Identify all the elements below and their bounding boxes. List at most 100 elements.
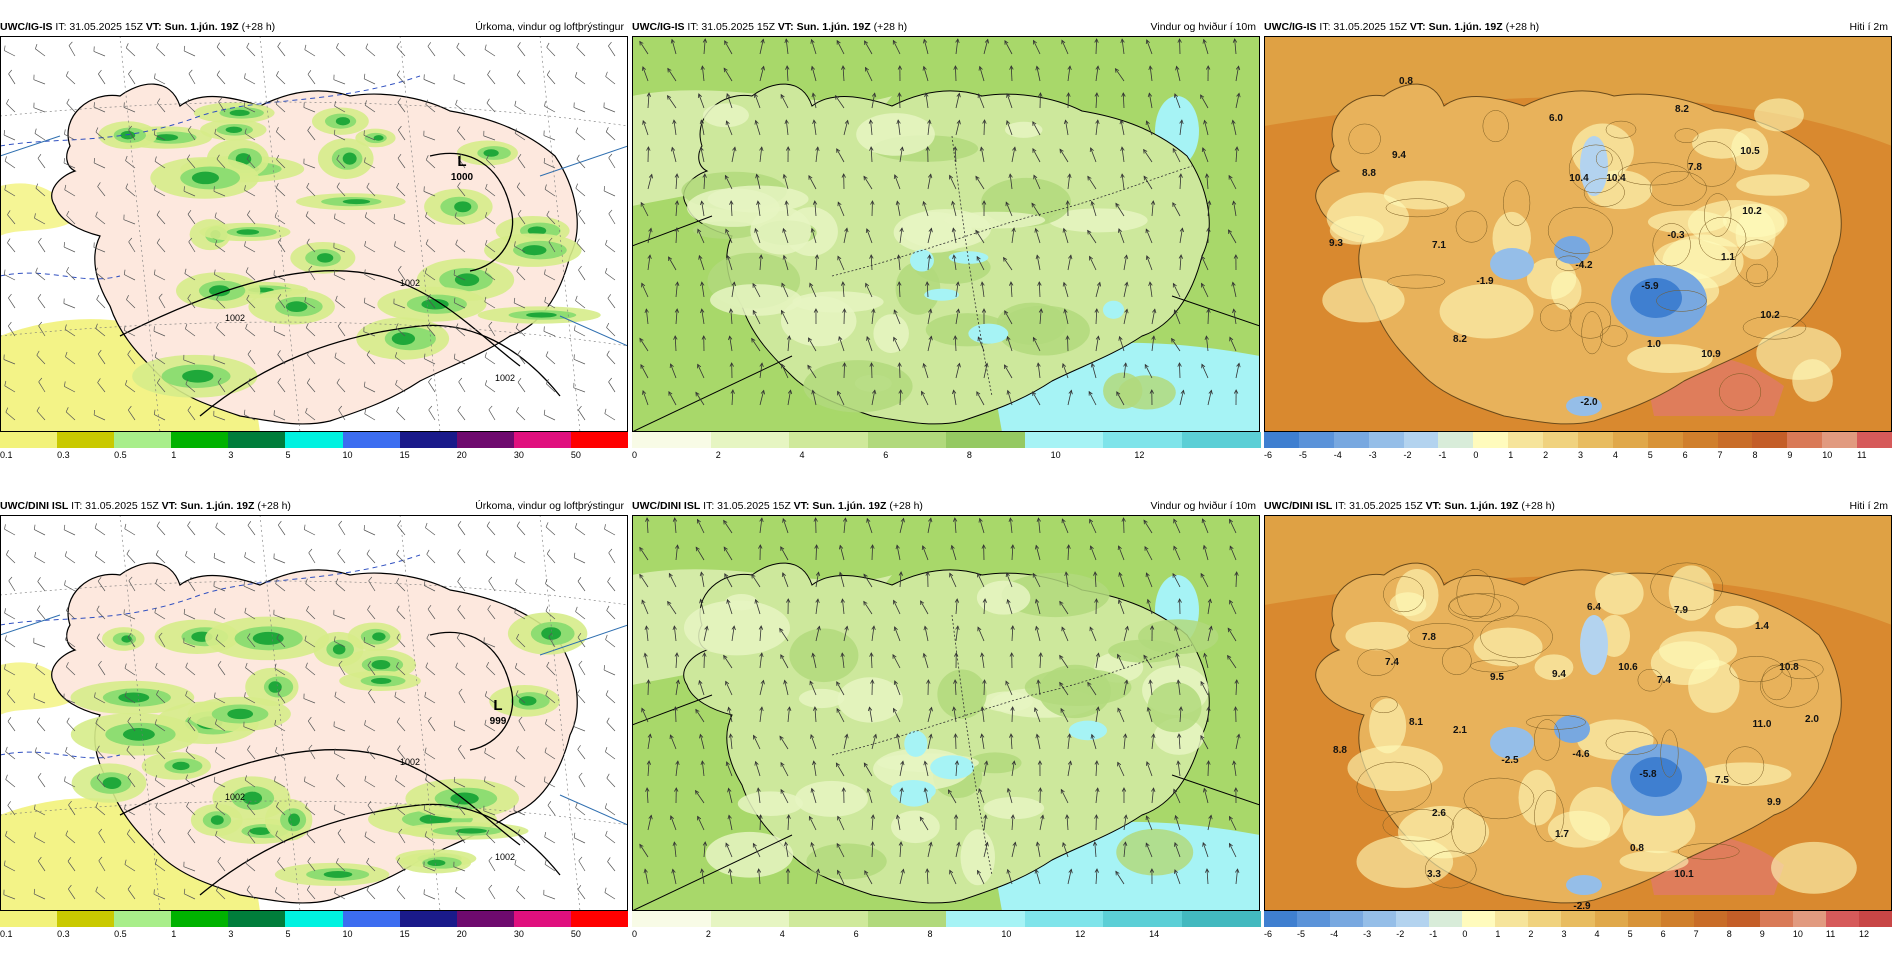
scale-swatch xyxy=(1661,911,1695,927)
scale-tick-label: 5 xyxy=(1648,450,1653,460)
scale-tick-label: -2 xyxy=(1404,450,1412,460)
valid-time: VT: Sun. 1.jún. 19Z xyxy=(794,500,887,512)
scale-swatch xyxy=(1429,911,1463,927)
scale-swatch xyxy=(1727,911,1761,927)
temperature-label: 10.4 xyxy=(1569,173,1589,184)
temperature-label: 6.4 xyxy=(1587,602,1601,613)
temperature-label: 9.9 xyxy=(1767,797,1781,808)
scale-swatch xyxy=(1404,432,1439,448)
scale-tick-label: 3 xyxy=(228,450,233,460)
scale-tick-label: 6 xyxy=(1683,450,1688,460)
panel-header: UWC/DINI ISL IT: 31.05.2025 15Z VT: Sun.… xyxy=(632,497,1260,515)
scale-swatch xyxy=(228,432,286,448)
scale-tick-label: 8 xyxy=(1752,450,1757,460)
temperature-label: 10.6 xyxy=(1618,662,1638,673)
temperature-label: 7.4 xyxy=(1657,675,1671,686)
scale-tick-label: 10 xyxy=(343,450,353,460)
scale-swatch xyxy=(1683,432,1718,448)
temperature-label: 9.4 xyxy=(1552,669,1566,680)
scale-swatch xyxy=(1363,911,1397,927)
scale-swatch xyxy=(868,911,947,927)
temperature-label: 10.5 xyxy=(1740,146,1760,157)
scale-swatch xyxy=(1025,911,1104,927)
scale-swatch xyxy=(514,432,572,448)
init-time: IT: 31.05.2025 15Z xyxy=(703,500,791,512)
scale-swatch xyxy=(1299,432,1334,448)
temperature-label: 7.9 xyxy=(1674,605,1688,616)
scale-swatch xyxy=(1595,911,1629,927)
scale-swatch xyxy=(1826,911,1860,927)
temperature-label: 10.9 xyxy=(1701,349,1721,360)
scale-tick-label: -1 xyxy=(1429,929,1437,939)
precip-panel-dini: UWC/DINI ISL IT: 31.05.2025 15Z VT: Sun.… xyxy=(0,497,628,963)
panel-header: UWC/IG-IS IT: 31.05.2025 15Z VT: Sun. 1.… xyxy=(1264,18,1892,36)
init-time: IT: 31.05.2025 15Z xyxy=(71,500,159,512)
scale-swatch xyxy=(1182,911,1261,927)
scale-tick-label: -4 xyxy=(1334,450,1342,460)
scale-tick-label: 2 xyxy=(716,450,721,460)
temperature-label: 1.0 xyxy=(1647,339,1661,350)
temperature-label: -2.9 xyxy=(1573,901,1591,911)
temp-panel-dini: UWC/DINI ISL IT: 31.05.2025 15Z VT: Sun.… xyxy=(1264,497,1892,963)
scale-tick-label: 0 xyxy=(632,929,637,939)
scale-tick-label: 1 xyxy=(171,929,176,939)
scale-tick-label: 9 xyxy=(1787,450,1792,460)
temperature-label: 2.1 xyxy=(1453,725,1467,736)
scale-swatch xyxy=(171,911,229,927)
valid-time: VT: Sun. 1.jún. 19Z xyxy=(162,500,255,512)
scale-swatch xyxy=(400,432,458,448)
scale-tick-label: 3 xyxy=(1578,450,1583,460)
map-area xyxy=(632,36,1260,432)
scale-tick-label: -1 xyxy=(1438,450,1446,460)
scale-swatch xyxy=(285,911,343,927)
scale-swatch xyxy=(1462,911,1496,927)
temperature-label: -5.8 xyxy=(1639,769,1657,780)
scale-tick-label: 50 xyxy=(571,450,581,460)
scale-swatch xyxy=(1760,911,1794,927)
temperature-label: 0.8 xyxy=(1630,843,1644,854)
temperature-label: 9.4 xyxy=(1392,150,1406,161)
scale-swatch xyxy=(1793,911,1827,927)
scale-tick-label: 2 xyxy=(1528,929,1533,939)
scale-tick-label: -5 xyxy=(1299,450,1307,460)
isobar-label: 1002 xyxy=(495,373,515,383)
temperature-label: -5.9 xyxy=(1641,281,1659,292)
scale-swatch xyxy=(343,911,401,927)
scale-swatch xyxy=(1787,432,1822,448)
temperature-label: 1.1 xyxy=(1721,252,1735,263)
scale-swatch xyxy=(0,911,58,927)
temperature-label: 6.0 xyxy=(1549,113,1563,124)
temperature-label: 9.5 xyxy=(1490,672,1504,683)
lead-time: (+28 h) xyxy=(1521,500,1555,512)
scale-swatch xyxy=(1025,432,1104,448)
scale-tick-label: 4 xyxy=(799,450,804,460)
temperature-label: 3.3 xyxy=(1427,869,1441,880)
scale-swatch xyxy=(946,432,1025,448)
scale-tick-label: 8 xyxy=(967,450,972,460)
temperature-label: 11.0 xyxy=(1753,719,1772,730)
temperature-label: 8.8 xyxy=(1333,745,1347,756)
wind-panel-dini: UWC/DINI ISL IT: 31.05.2025 15Z VT: Sun.… xyxy=(632,497,1260,963)
scale-tick-label: 8 xyxy=(928,929,933,939)
temperature-label: 9.3 xyxy=(1329,238,1343,249)
scale-swatch xyxy=(946,911,1025,927)
scale-swatch xyxy=(1694,911,1728,927)
temperature-label: 0.8 xyxy=(1399,76,1413,87)
scale-tick-label: 6 xyxy=(1661,929,1666,939)
scale-swatch xyxy=(1528,911,1562,927)
scale-tick-label: 15 xyxy=(400,929,410,939)
scale-tick-label: 14 xyxy=(1149,929,1159,939)
precip-panel-igis: UWC/IG-IS IT: 31.05.2025 15Z VT: Sun. 1.… xyxy=(0,18,628,484)
panel-title: Hiti í 2m xyxy=(1849,497,1888,515)
scale-tick-label: 4 xyxy=(780,929,785,939)
scale-tick-label: 20 xyxy=(457,929,467,939)
scale-tick-label: 0 xyxy=(1462,929,1467,939)
temperature-label: 2.0 xyxy=(1805,714,1819,725)
scale-tick-label: 12 xyxy=(1134,450,1144,460)
scale-swatch xyxy=(632,432,711,448)
scale-swatch xyxy=(1396,911,1430,927)
